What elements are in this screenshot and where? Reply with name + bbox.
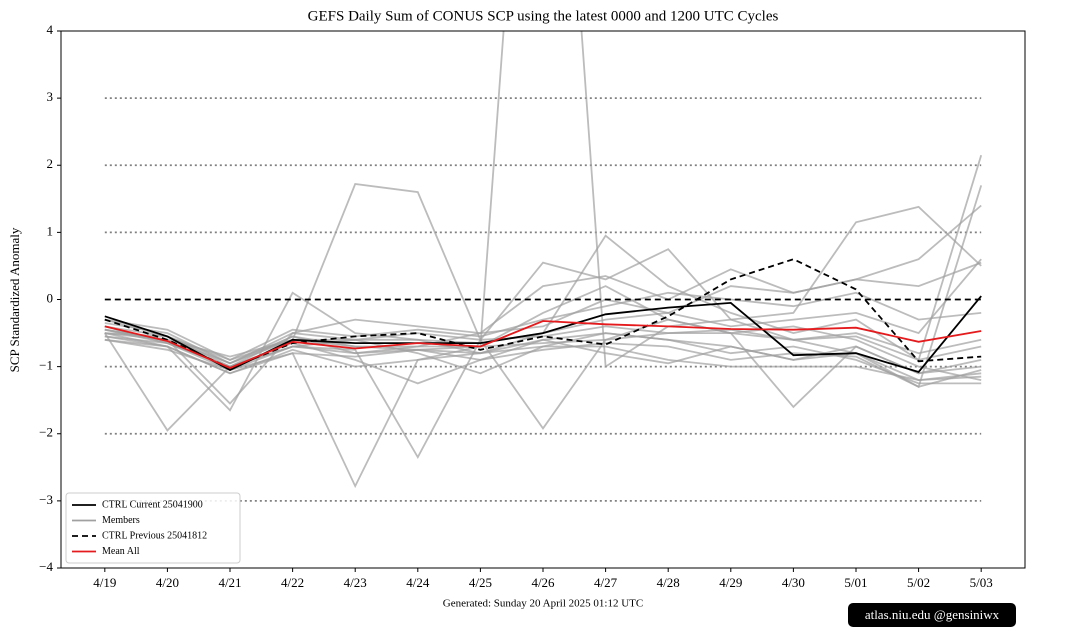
y-tick-label: −4 (39, 559, 53, 574)
member-line (104, 338, 982, 388)
credit-badge (848, 603, 1016, 627)
y-tick-label: −3 (39, 492, 53, 507)
member-line (104, 31, 982, 369)
y-tick-label: 3 (47, 89, 54, 104)
y-tick-label: 1 (47, 223, 54, 238)
legend-box (65, 492, 241, 564)
x-tick-label: 4/29 (719, 575, 742, 590)
x-tick-label: 4/25 (469, 575, 492, 590)
x-tick-label: 4/28 (657, 575, 680, 590)
x-tick-label: 4/26 (531, 575, 555, 590)
member-line (104, 183, 982, 365)
plot-area (104, 31, 983, 502)
x-tick-label: 4/20 (156, 575, 179, 590)
y-tick-label: 0 (47, 290, 54, 305)
credit: atlas.niu.edu @gensiniwx (865, 607, 1000, 622)
x-tick-label: 5/01 (844, 575, 867, 590)
x-tick-label: 4/22 (281, 575, 304, 590)
y-tick-label: 4 (47, 22, 54, 37)
member-line (104, 261, 982, 365)
member-line (104, 185, 983, 405)
member-line (104, 285, 982, 368)
member-line (104, 258, 982, 358)
legend-label: Mean All (102, 546, 140, 557)
series-line (104, 320, 982, 369)
member-line (104, 291, 982, 361)
x-tick-label: 4/19 (93, 575, 116, 590)
x-tick-label: 5/02 (907, 575, 930, 590)
x-tick-label: 4/27 (594, 575, 618, 590)
series-line (104, 258, 982, 369)
x-tick-label: 4/21 (218, 575, 241, 590)
legend-label: Members (102, 515, 140, 526)
x-tick-label: 4/23 (344, 575, 367, 590)
y-axis-label: SCP Standardized Anomaly (7, 227, 22, 372)
y-tick-label: −2 (39, 425, 53, 440)
y-tick-label: 2 (47, 156, 54, 171)
legend-label: CTRL Current 25041900 (102, 499, 203, 510)
x-tick-label: 4/24 (406, 575, 430, 590)
legend-label: CTRL Previous 25041812 (102, 530, 207, 541)
footer: Generated: Sunday 20 April 2025 01:12 UT… (443, 598, 643, 610)
member-line (104, 332, 982, 382)
x-tick-label: 4/30 (782, 575, 805, 590)
x-tick-label: 5/03 (970, 575, 993, 590)
chart-title: GEFS Daily Sum of CONUS SCP using the la… (308, 8, 779, 24)
member-line (104, 318, 982, 489)
y-tick-label: −1 (39, 358, 53, 373)
